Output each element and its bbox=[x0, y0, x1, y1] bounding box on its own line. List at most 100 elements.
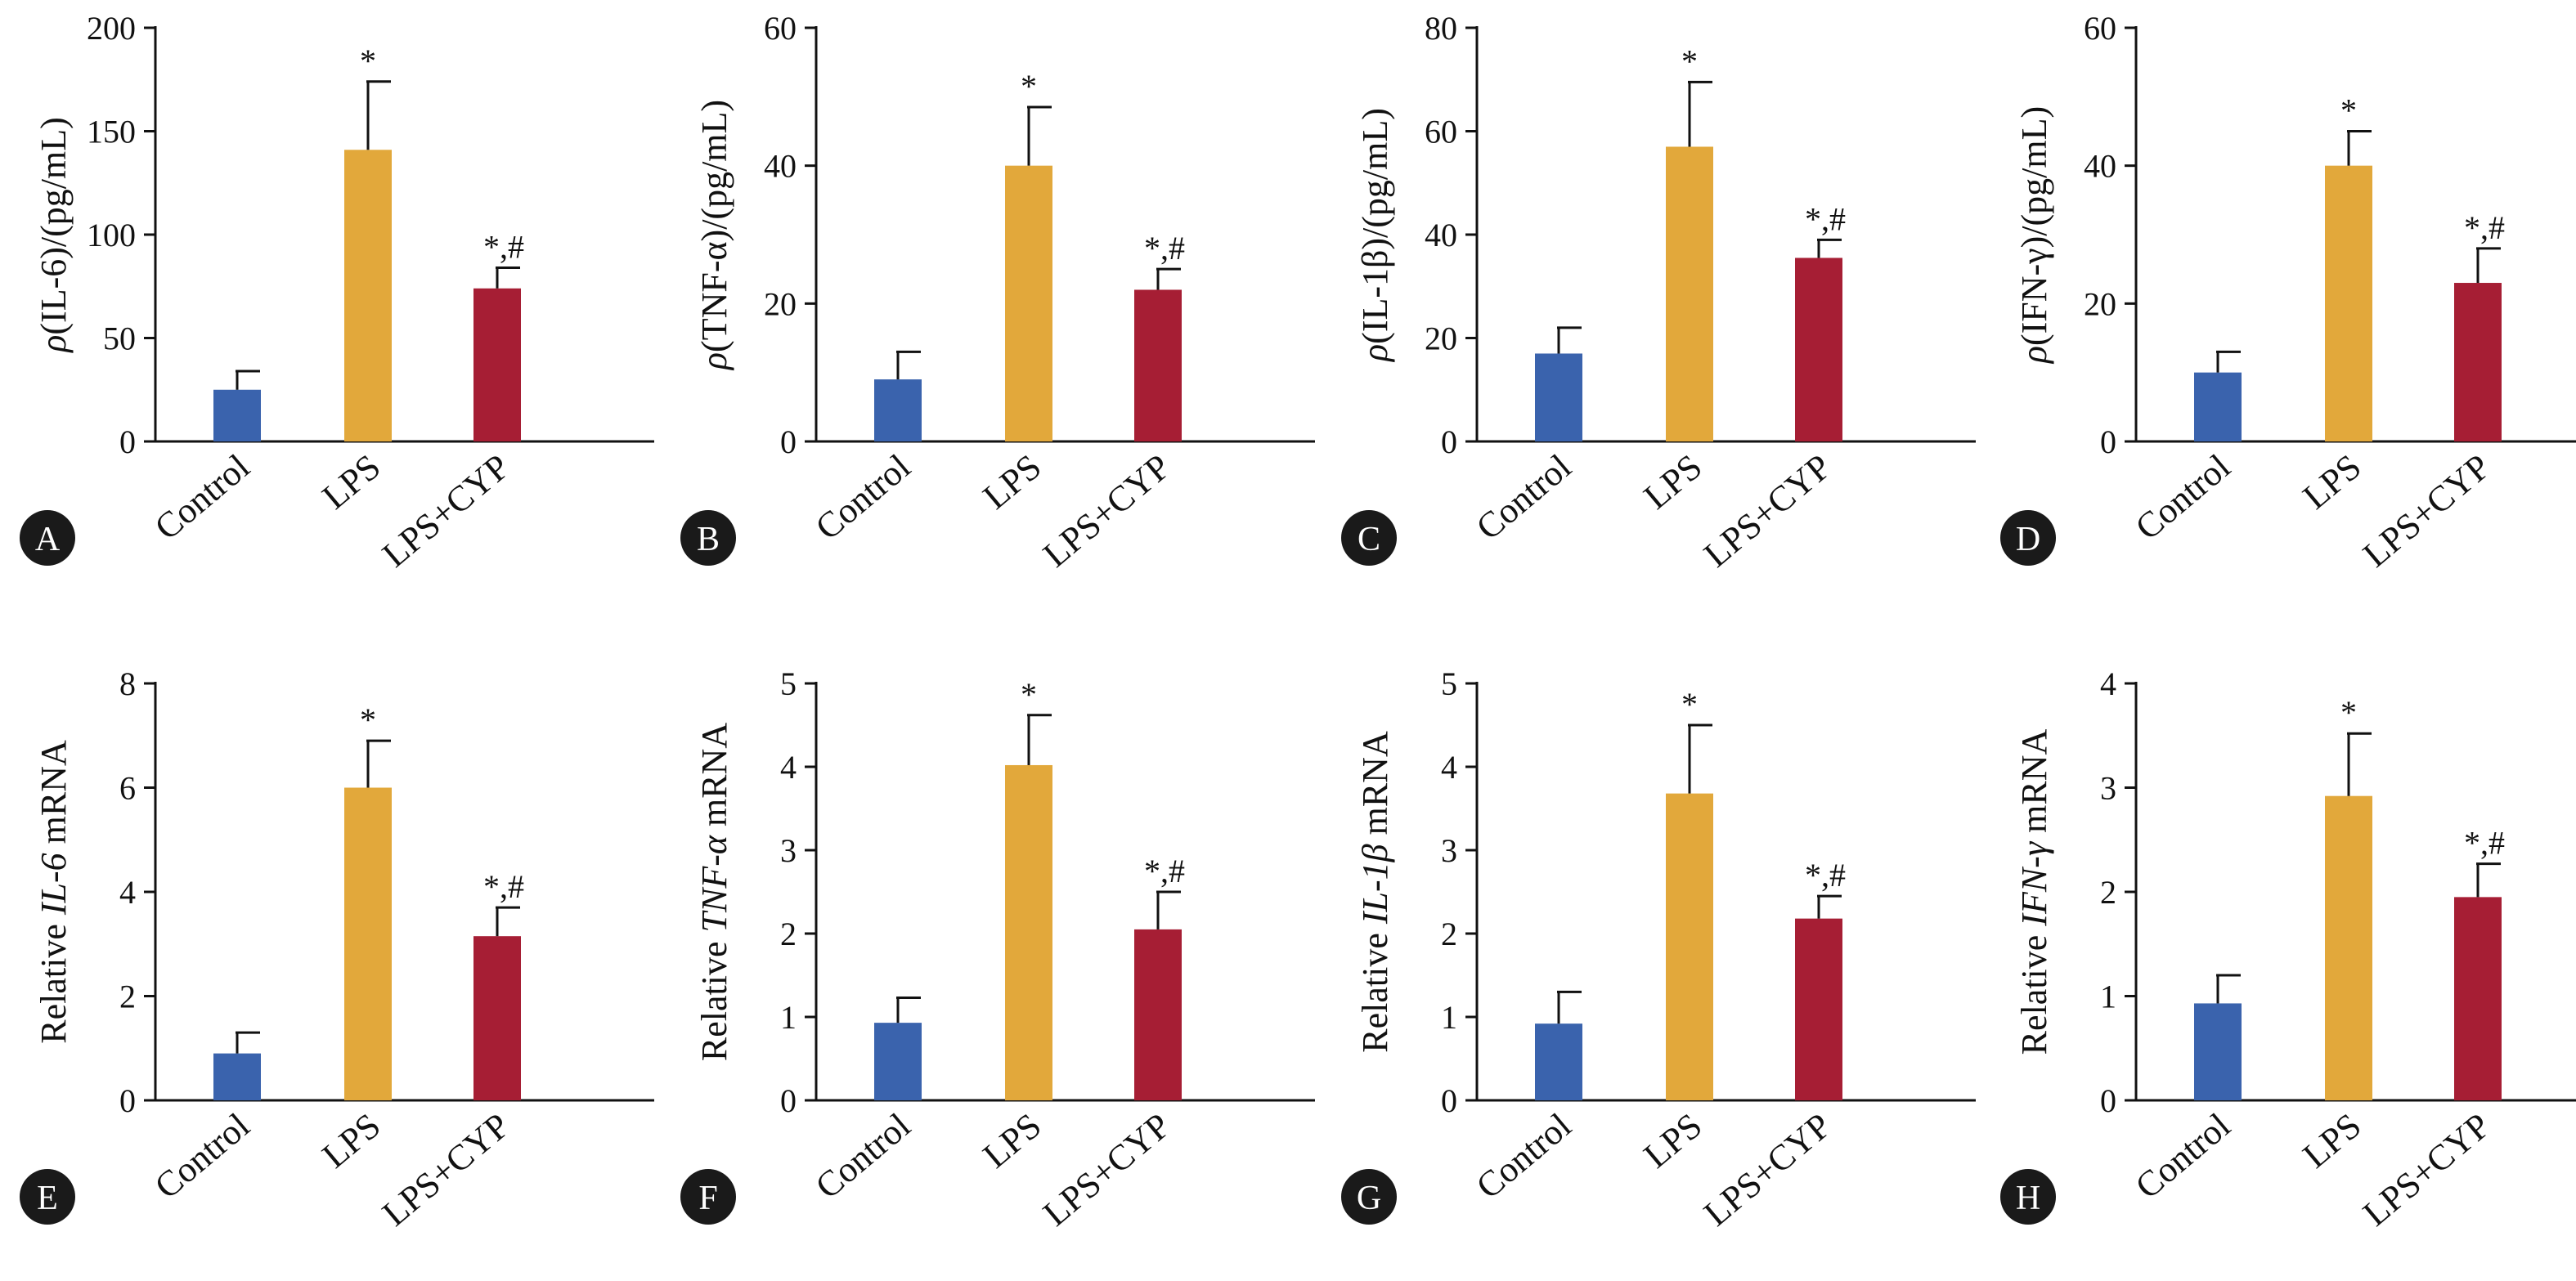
y-axis-label-part: IL-6 bbox=[34, 853, 74, 916]
y-axis-label: Relative IFN-γ mRNA bbox=[2014, 728, 2054, 1055]
y-axis-label-part: Relative bbox=[2014, 926, 2054, 1055]
y-tick-label: 60 bbox=[2084, 10, 2116, 47]
y-tick-label: 20 bbox=[1425, 320, 1457, 357]
y-tick-label: 80 bbox=[1425, 10, 1457, 47]
y-tick-label: 150 bbox=[87, 114, 136, 150]
panel-a: 0 50 100 150 200 Control * LPS *,# LPS+CYP ρ(IL-6)… bbox=[20, 10, 654, 575]
y-tick-label: 40 bbox=[2084, 148, 2116, 185]
y-axis-label-part: IFN-γ bbox=[2014, 840, 2054, 927]
panel-letter: D bbox=[2016, 521, 2040, 558]
y-axis-label: Relative TNF-α mRNA bbox=[694, 723, 734, 1061]
bar bbox=[874, 379, 922, 441]
panel-f: 0 1 2 3 4 5 Control * LPS *,# LPS+CYP Relative TNF-… bbox=[680, 665, 1315, 1234]
y-tick-label: 60 bbox=[764, 10, 797, 47]
y-axis-label-part: TNF-α bbox=[694, 835, 734, 932]
category-label: LPS+CYP bbox=[1035, 1105, 1178, 1234]
y-tick-label: 0 bbox=[780, 423, 797, 460]
bar bbox=[1666, 793, 1713, 1100]
category-label: LPS+CYP bbox=[2355, 446, 2497, 575]
y-axis-label-part: mRNA bbox=[34, 740, 74, 853]
y-axis-label-part: Relative bbox=[694, 932, 734, 1061]
panel-letter: A bbox=[35, 521, 61, 558]
panel-g: 0 1 2 3 4 5 Control * LPS *,# LPS+CYP Relative IL-1… bbox=[1341, 665, 1976, 1234]
y-tick-label: 50 bbox=[103, 320, 136, 357]
y-tick-label: 60 bbox=[1425, 114, 1457, 150]
y-tick-label: 4 bbox=[780, 749, 797, 786]
y-axis-label-part: ρ bbox=[694, 352, 734, 371]
category-label: Control bbox=[808, 446, 918, 548]
category-label: LPS bbox=[2296, 1105, 2369, 1176]
y-tick-label: 40 bbox=[764, 148, 797, 185]
panel-letter: H bbox=[2016, 1180, 2040, 1217]
bar bbox=[1005, 165, 1052, 441]
y-axis-label-part: (IL-1β)/(pg/mL) bbox=[1355, 108, 1395, 344]
significance-marker: *,# bbox=[1144, 853, 1185, 889]
panel-badge bbox=[680, 510, 736, 566]
significance-marker: *,# bbox=[1805, 200, 1846, 237]
y-tick-label: 0 bbox=[1441, 1082, 1457, 1119]
y-axis-label-part: mRNA bbox=[1355, 731, 1395, 844]
panel-d: 0 20 40 60 Control * LPS *,# LPS+CYP ρ(IFN-γ)/(pg… bbox=[2000, 10, 2576, 575]
bar bbox=[2454, 283, 2502, 441]
panel-badge bbox=[2000, 510, 2056, 566]
y-axis-label-part: mRNA bbox=[694, 723, 734, 835]
category-label: LPS bbox=[315, 1105, 388, 1176]
y-axis-label: ρ(IFN-γ)/(pg/mL) bbox=[2014, 106, 2054, 365]
y-axis-label: Relative IL-1β mRNA bbox=[1355, 731, 1395, 1053]
bar bbox=[2325, 795, 2372, 1100]
y-tick-label: 3 bbox=[1441, 832, 1457, 869]
panel-letter: E bbox=[37, 1180, 58, 1217]
significance-marker: *,# bbox=[483, 228, 524, 265]
y-axis-label-part: mRNA bbox=[2014, 728, 2054, 841]
bar bbox=[874, 1023, 922, 1100]
y-axis-label-part: ρ bbox=[2014, 346, 2054, 365]
category-label: LPS+CYP bbox=[1035, 446, 1178, 575]
bar bbox=[344, 150, 392, 441]
category-label: LPS+CYP bbox=[375, 446, 517, 575]
panel-badge bbox=[2000, 1169, 2056, 1225]
significance-marker: *,# bbox=[1144, 230, 1185, 267]
significance-marker: *,# bbox=[2464, 825, 2505, 862]
category-label: Control bbox=[1469, 1105, 1578, 1207]
category-label: Control bbox=[147, 446, 257, 548]
significance-marker: *,# bbox=[483, 868, 524, 905]
panel-letter: F bbox=[698, 1180, 717, 1217]
y-axis-label-part: (IFN-γ)/(pg/mL) bbox=[2014, 106, 2054, 346]
category-label: Control bbox=[2128, 1105, 2237, 1207]
y-tick-label: 20 bbox=[2084, 285, 2116, 322]
panel-badge bbox=[20, 1169, 75, 1225]
significance-marker: *,# bbox=[2464, 209, 2505, 246]
panel-badge bbox=[1341, 510, 1397, 566]
category-label: Control bbox=[808, 1105, 918, 1207]
y-tick-label: 4 bbox=[1441, 749, 1457, 786]
bar bbox=[1795, 918, 1842, 1100]
y-axis-label-part: Relative bbox=[34, 915, 74, 1044]
y-axis-label: ρ(IL-6)/(pg/mL) bbox=[34, 117, 74, 353]
bar bbox=[1795, 258, 1842, 441]
y-tick-label: 100 bbox=[87, 217, 136, 253]
y-axis-label-part: IL-1β bbox=[1355, 844, 1395, 925]
bar bbox=[1535, 353, 1582, 441]
y-tick-label: 0 bbox=[2100, 1082, 2116, 1119]
y-axis-label: ρ(IL-1β)/(pg/mL) bbox=[1355, 108, 1395, 363]
category-label: LPS+CYP bbox=[1696, 446, 1838, 575]
category-label: LPS+CYP bbox=[375, 1105, 517, 1234]
bar bbox=[344, 787, 392, 1100]
bar bbox=[213, 389, 261, 441]
bar bbox=[1535, 1023, 1582, 1100]
bar bbox=[1134, 289, 1182, 441]
y-tick-label: 4 bbox=[119, 874, 136, 911]
y-axis-label-part: (TNF-α)/(pg/mL) bbox=[694, 100, 734, 352]
bar bbox=[2325, 165, 2372, 441]
y-tick-label: 2 bbox=[119, 979, 136, 1015]
category-label: LPS bbox=[2296, 446, 2369, 517]
bar bbox=[1666, 146, 1713, 441]
y-tick-label: 4 bbox=[2100, 665, 2116, 702]
y-tick-label: 0 bbox=[1441, 423, 1457, 460]
y-tick-label: 1 bbox=[780, 999, 797, 1036]
y-tick-label: 2 bbox=[1441, 916, 1457, 952]
category-label: LPS+CYP bbox=[1696, 1105, 1838, 1234]
y-tick-label: 0 bbox=[2100, 423, 2116, 460]
y-tick-label: 0 bbox=[119, 423, 136, 460]
